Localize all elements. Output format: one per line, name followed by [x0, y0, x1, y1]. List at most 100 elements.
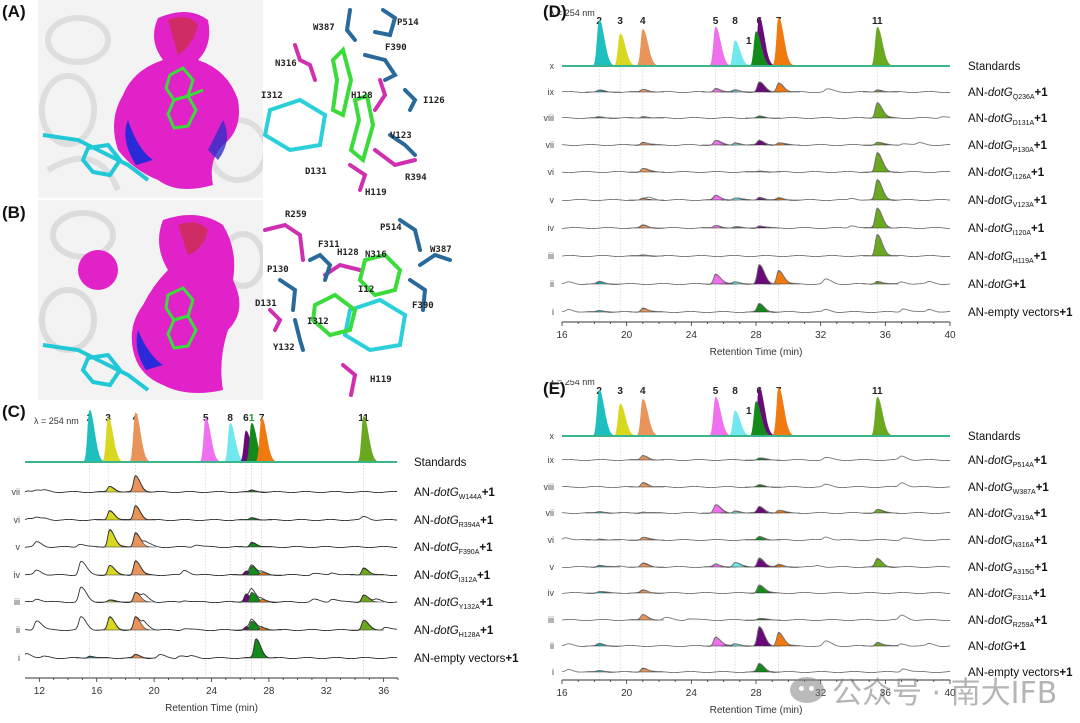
- sample-trace: [561, 152, 951, 174]
- trace-roman-numeral: iv: [548, 223, 555, 233]
- trace-line: [24, 475, 398, 494]
- mutation-subscript: I120A: [1013, 230, 1032, 237]
- trace-roman-numeral: ii: [16, 625, 20, 635]
- trace-label: Standards: [414, 457, 467, 469]
- sample-trace: [561, 207, 951, 230]
- gene-name: dotG: [988, 588, 1013, 600]
- construct-suffix: +1: [1034, 251, 1048, 263]
- trace-roman-numeral: vii: [546, 140, 555, 150]
- residue-label: R394: [405, 173, 427, 183]
- trace-line: [25, 586, 398, 604]
- gene-prefix: AN-: [968, 223, 988, 235]
- gene-prefix: AN-: [968, 279, 988, 291]
- gene-name: dotG: [434, 542, 459, 554]
- peak-marker-label: 8: [732, 16, 738, 27]
- trace-roman-numeral: iii: [548, 251, 554, 261]
- mutation-subscript: D131A: [1013, 120, 1035, 127]
- gene-name: dotG: [988, 87, 1013, 99]
- trace-label: AN-empty vectors+1: [968, 667, 1073, 679]
- residue-label: F311: [318, 240, 340, 250]
- gene-name: dotG: [434, 625, 459, 637]
- watermark-text: 公众号 · 南大IFB: [832, 676, 1058, 711]
- gene-prefix: AN-: [968, 641, 988, 653]
- construct-suffix: +1: [505, 653, 519, 665]
- x-tick-label: 24: [686, 330, 698, 341]
- trace-line: [561, 152, 951, 174]
- gene-name: dotG: [988, 455, 1013, 467]
- x-tick-label: 12: [34, 686, 46, 697]
- construct-suffix: +1: [1034, 113, 1048, 125]
- standards-trace: [25, 409, 398, 463]
- construct-suffix: +1: [1034, 195, 1048, 207]
- peak-marker-label: 1: [249, 413, 255, 424]
- trace-label: AN-empty vectors+1: [414, 653, 519, 665]
- trace-label: AN-dotGY132A+1: [414, 597, 493, 611]
- trace-roman-numeral: iv: [14, 570, 21, 580]
- trace-line: [562, 303, 950, 314]
- x-tick-label: 32: [815, 330, 827, 341]
- trace-label: Standards: [968, 431, 1021, 443]
- standards-trace: [562, 387, 950, 437]
- trace-label: AN-empty vectors+1: [968, 307, 1073, 319]
- chromatogram-peak: [863, 234, 899, 257]
- gene-prefix: AN-: [414, 597, 434, 609]
- trace-label: AN-dotGI312A+1: [414, 570, 491, 584]
- peak-marker-label: 11: [872, 16, 883, 27]
- x-axis-title: Retention Time (min): [165, 703, 258, 714]
- chromatogram-peak: [605, 33, 642, 67]
- trace-label: AN-dotGR259A+1: [968, 615, 1048, 629]
- chromatogram-peak: [94, 417, 129, 463]
- sample-trace: [561, 536, 951, 542]
- residue-label: D131: [305, 167, 327, 177]
- trace-roman-numeral: ix: [548, 455, 555, 465]
- construct-suffix: +1: [1033, 588, 1047, 600]
- chromatogram-peak: [121, 412, 156, 463]
- construct-suffix: +1: [1031, 223, 1045, 235]
- residue-label: Y132: [273, 343, 295, 353]
- sample-trace: [562, 557, 951, 569]
- mutation-subscript: R394A: [459, 522, 481, 529]
- peak-marker-label: 8: [732, 386, 738, 397]
- residue-label: I312: [261, 91, 283, 101]
- mutation-subscript: I126A: [1013, 174, 1032, 181]
- trace-line: [24, 529, 398, 549]
- binding-site-residues-b: R259 P514 W387 F311 H128 N316 P130 I12 D…: [255, 210, 452, 397]
- mutation-subscript: I312A: [459, 577, 478, 584]
- gene-prefix: AN-: [968, 535, 988, 547]
- chromatogram-peak: [121, 592, 156, 603]
- peak-marker-label: 1: [746, 406, 752, 417]
- protein-surface-render-a: [38, 0, 263, 198]
- residue-label: I126: [423, 96, 445, 106]
- sample-trace: [562, 303, 950, 314]
- trace-roman-numeral: vii: [12, 487, 21, 497]
- gene-prefix: AN-: [968, 195, 988, 207]
- sample-trace: [561, 455, 951, 462]
- chromatogram-d: λ = 254 nm2345867111xStandardsixAN-dotGQ…: [544, 8, 1074, 358]
- trace-line: [562, 178, 951, 202]
- trace-label: AN-dotGW387A+1: [968, 482, 1049, 496]
- gene-prefix: AN-: [414, 515, 434, 527]
- gene-name: dotG: [988, 508, 1013, 520]
- x-tick-label: 36: [880, 330, 892, 341]
- construct-suffix: +1: [479, 542, 493, 554]
- mutation-subscript: A315G: [1013, 569, 1035, 576]
- residue-label: W387: [430, 245, 452, 255]
- chromatogram-peak: [121, 505, 156, 521]
- sample-trace: [562, 102, 951, 120]
- gene-prefix: AN-: [968, 588, 988, 600]
- x-tick-label: 36: [880, 688, 892, 699]
- wavelength-label: λ = 254 nm: [34, 416, 79, 426]
- sample-trace: [25, 586, 398, 604]
- residue-label: N316: [365, 250, 387, 260]
- gene-name: dotG: [988, 167, 1013, 179]
- chromatogram-peak: [628, 28, 665, 67]
- wechat-icon: [790, 677, 824, 703]
- watermark: 公众号 · 南大IFB: [790, 668, 1057, 712]
- chromatogram-peak: [349, 567, 385, 576]
- gene-name: dotG: [988, 223, 1013, 235]
- trace-line: [561, 234, 950, 258]
- trace-roman-numeral: x: [550, 431, 555, 441]
- x-axis-title: Retention Time (min): [710, 705, 803, 716]
- construct-suffix: +1: [1059, 667, 1073, 679]
- chromatogram-peak: [764, 17, 800, 67]
